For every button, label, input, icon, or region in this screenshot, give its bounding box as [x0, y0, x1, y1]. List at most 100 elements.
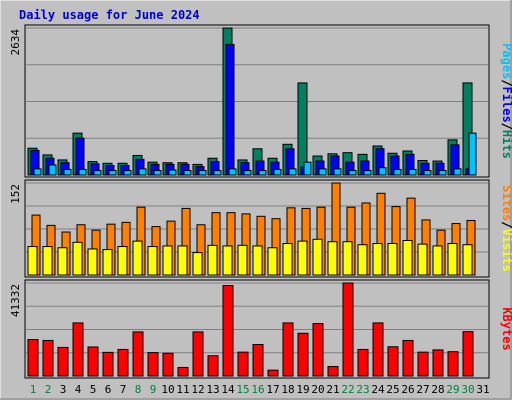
bar-kbytes-day-14	[222, 285, 234, 377]
bar-kbytes-day-27	[417, 351, 429, 377]
bar-pages-day-21	[333, 168, 342, 176]
x-tick-label: 25	[386, 383, 399, 396]
bar-visits-day-3	[57, 247, 68, 276]
bar-kbytes-day-25	[387, 346, 399, 377]
x-tick-label: 22	[341, 383, 354, 396]
legend-word: KBytes	[500, 307, 512, 350]
panel-3: 41332 KBytes	[9, 279, 512, 379]
x-tick-label: 14	[221, 383, 235, 396]
bar-pages-day-16	[258, 170, 267, 176]
bar-pages-day-19	[303, 161, 312, 176]
legend-word: /	[500, 123, 512, 130]
bar-pages-day-26	[408, 168, 417, 176]
bar-pages-day-10	[168, 169, 177, 176]
bar-visits-day-15	[237, 244, 248, 276]
legend-word: Sites	[500, 185, 512, 221]
bar-kbytes-day-13	[207, 355, 219, 377]
bar-visits-day-7	[117, 246, 128, 276]
bar-pages-day-3	[63, 168, 72, 176]
bar-pages-day-8	[138, 168, 147, 176]
y-max-label: 41332	[9, 284, 22, 317]
y-max-label: 152	[9, 184, 22, 204]
bar-files-day-14	[225, 43, 235, 176]
x-tick-label: 17	[266, 383, 279, 396]
bar-pages-day-2	[48, 164, 57, 176]
x-tick-label: 19	[296, 383, 309, 396]
legend-word: Visits	[500, 229, 512, 272]
bar-kbytes-day-30	[462, 331, 474, 377]
bar-visits-day-27	[417, 243, 428, 276]
bar-visits-day-19	[297, 240, 308, 276]
bar-kbytes-day-11	[177, 366, 189, 377]
bar-visits-day-29	[447, 243, 458, 276]
x-tick-label: 28	[431, 383, 444, 396]
bar-visits-day-8	[132, 240, 143, 276]
x-tick-label: 11	[176, 383, 189, 396]
bar-visits-day-9	[147, 246, 158, 276]
bar-pages-day-11	[183, 170, 192, 176]
x-tick-label: 15	[236, 383, 249, 396]
x-tick-label: 13	[206, 383, 219, 396]
bar-visits-day-18	[282, 243, 293, 276]
x-tick-label: 24	[371, 383, 385, 396]
bar-pages-day-14	[228, 168, 237, 176]
bar-kbytes-day-24	[372, 322, 384, 377]
x-tick-label: 2	[45, 383, 52, 396]
bar-pages-day-18	[288, 168, 297, 176]
x-tick-label: 9	[150, 383, 157, 396]
bar-kbytes-day-23	[357, 348, 369, 377]
bar-kbytes-day-3	[57, 346, 69, 377]
x-tick-label: 31	[476, 383, 489, 396]
legend-word: /	[500, 79, 512, 86]
bar-kbytes-day-12	[192, 331, 204, 377]
bar-kbytes-day-19	[297, 332, 309, 377]
bar-pages-day-13	[213, 170, 222, 176]
x-tick-label: 6	[105, 383, 112, 396]
bar-visits-day-28	[432, 245, 443, 276]
bar-kbytes-day-7	[117, 348, 129, 377]
bar-kbytes-day-16	[252, 343, 264, 377]
x-tick-label: 7	[120, 383, 127, 396]
bar-pages-day-9	[153, 170, 162, 176]
bar-visits-day-6	[102, 249, 113, 276]
panel-legend: Pages/Files/Hits	[500, 43, 512, 159]
bar-pages-day-29	[453, 168, 462, 176]
y-max-label: 2634	[9, 29, 22, 56]
bar-pages-day-7	[123, 170, 132, 176]
bar-visits-day-10	[162, 245, 173, 276]
x-tick-label: 4	[75, 383, 82, 396]
bar-kbytes-day-15	[237, 351, 249, 377]
bar-visits-day-13	[207, 244, 218, 276]
x-tick-label: 26	[401, 383, 414, 396]
bar-pages-day-23	[363, 170, 372, 176]
bar-kbytes-day-1	[27, 339, 39, 377]
panel-legend: KBytes	[500, 307, 512, 350]
bar-visits-day-26	[402, 240, 413, 276]
bar-pages-day-5	[93, 170, 102, 176]
bar-pages-day-12	[198, 170, 207, 176]
bar-pages-day-4	[78, 168, 87, 176]
bar-visits-day-30	[462, 244, 473, 276]
x-tick-label: 18	[281, 383, 294, 396]
bar-visits-day-4	[72, 241, 83, 276]
bar-visits-day-20	[312, 238, 323, 276]
chart-title: Daily usage for June 2024	[19, 8, 200, 22]
bar-pages-day-22	[348, 170, 357, 176]
x-tick-label: 30	[461, 383, 474, 396]
bar-visits-day-11	[177, 245, 188, 276]
x-tick-label: 8	[135, 383, 142, 396]
bar-kbytes-day-26	[402, 339, 414, 377]
bar-kbytes-day-29	[447, 351, 459, 377]
bar-kbytes-day-8	[132, 331, 144, 377]
legend-word: Hits	[500, 130, 512, 159]
panel-2: 152 Sites/Visits	[9, 179, 512, 278]
bar-kbytes-day-4	[72, 322, 84, 377]
bar-pages-day-17	[273, 168, 282, 176]
bar-kbytes-day-28	[432, 349, 444, 377]
bar-kbytes-day-9	[147, 352, 159, 377]
bar-visits-day-5	[87, 248, 98, 276]
panel-1: 2634 Pages/Files/Hits	[9, 24, 512, 178]
bar-visits-day-2	[42, 246, 53, 276]
x-tick-label: 12	[191, 383, 204, 396]
